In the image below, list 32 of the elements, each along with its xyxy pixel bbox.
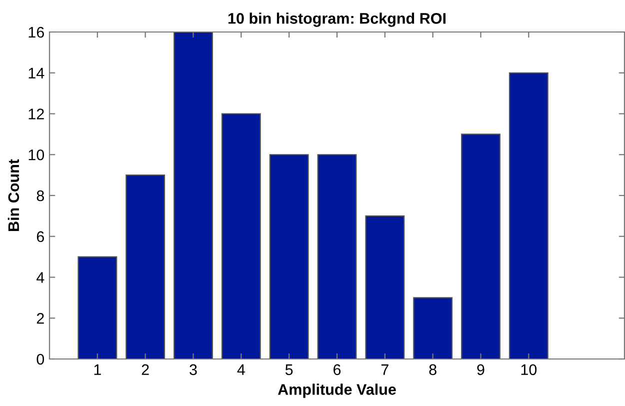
x-tick-label: 8: [429, 364, 436, 376]
y-tick-label: 16: [28, 26, 44, 38]
x-tick-label: 1: [94, 364, 101, 375]
y-tick-label: 2: [36, 312, 44, 324]
x-tick-label: 3: [190, 364, 197, 376]
bar: [126, 174, 166, 359]
y-tick-label: 4: [36, 272, 44, 283]
x-tick-label: 10: [521, 364, 537, 376]
x-tick-label: 2: [142, 364, 149, 375]
bar: [365, 215, 405, 359]
x-tick-label: 9: [477, 364, 484, 376]
y-tick-label: 12: [28, 108, 44, 120]
y-tick-label: 10: [28, 149, 44, 160]
x-axis-title: Amplitude Value: [278, 384, 396, 398]
y-tick-label: 6: [36, 231, 44, 242]
x-tick-label: 6: [334, 364, 341, 376]
y-tick-label: 14: [28, 68, 44, 78]
y-tick-label: 8: [36, 190, 44, 202]
bar: [174, 32, 213, 359]
x-tick-label: 5: [285, 364, 293, 376]
bar: [78, 256, 118, 359]
chart-title: 10 bin histogram: Bckgnd ROI: [228, 12, 446, 27]
x-tick-label: 4: [237, 364, 245, 375]
bar: [413, 297, 453, 359]
bar: [221, 113, 261, 359]
x-tick-label: 7: [381, 364, 388, 375]
y-axis-title: Bin Count: [8, 159, 20, 231]
bar: [317, 154, 357, 359]
bar: [508, 72, 548, 359]
bar: [461, 134, 500, 359]
bar: [269, 154, 309, 359]
y-tick-label: 0: [36, 354, 44, 365]
